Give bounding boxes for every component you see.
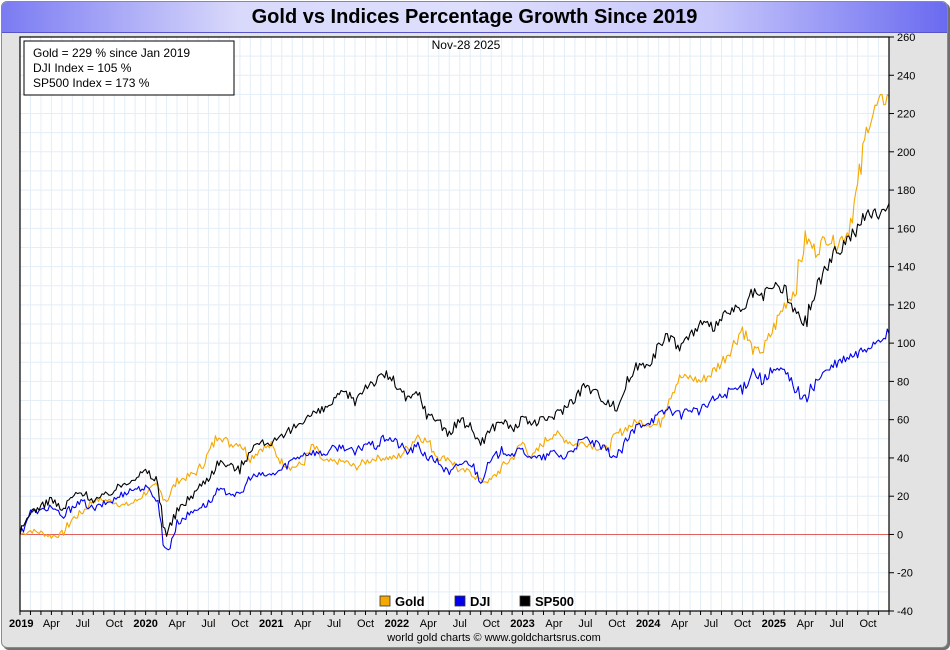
y-tick-label: 20	[897, 491, 909, 503]
y-tick-label: 0	[897, 529, 903, 541]
legend-swatch-sp500	[519, 595, 531, 607]
x-month-label: Oct	[734, 618, 751, 630]
legend-label-sp500: SP500	[535, 594, 574, 609]
info-line-dji: DJI Index = 105 %	[33, 61, 132, 75]
y-tick-label: 200	[897, 147, 915, 159]
legend-swatch-dji	[454, 595, 466, 607]
x-year-label: 2021	[259, 618, 283, 630]
info-box-border	[23, 40, 235, 96]
info-line-sp500: SP500 Index = 173 %	[33, 76, 150, 90]
x-month-label: Apr	[671, 618, 688, 630]
footer-credit: world gold charts © www.goldchartsrus.co…	[386, 632, 601, 644]
x-month-label: Oct	[608, 618, 625, 630]
x-year-label: 2024	[636, 618, 661, 630]
series-line-gold	[19, 94, 890, 539]
y-tick-label: -20	[897, 568, 913, 580]
x-year-label: 2019	[9, 618, 33, 630]
info-line-gold: Gold = 229 % since Jan 2019	[33, 46, 190, 60]
title-bar: Gold vs Indices Percentage Growth Since …	[2, 2, 947, 33]
y-tick-label: 180	[897, 185, 915, 197]
x-month-label: Apr	[43, 618, 60, 630]
x-month-label: Jul	[327, 618, 341, 630]
x-month-label: Jul	[578, 618, 592, 630]
x-month-label: Apr	[420, 618, 437, 630]
x-month-label: Oct	[357, 618, 374, 630]
series-line-sp500	[19, 203, 890, 537]
x-month-label: Oct	[859, 618, 876, 630]
y-tick-label: 100	[897, 338, 915, 350]
x-month-label: Jul	[76, 618, 90, 630]
series-group	[19, 94, 890, 551]
chart-title: Gold vs Indices Percentage Growth Since …	[251, 6, 698, 28]
y-tick-label: 120	[897, 300, 915, 312]
x-month-label: Oct	[483, 618, 500, 630]
y-tick-label: 220	[897, 109, 915, 121]
y-tick-label: 240	[897, 70, 915, 82]
y-tick-label: 260	[897, 32, 915, 44]
x-month-label: Apr	[545, 618, 562, 630]
x-month-label: Apr	[168, 618, 185, 630]
x-month-label: Oct	[231, 618, 248, 630]
y-tick-label: 160	[897, 223, 915, 235]
x-month-label: Oct	[106, 618, 123, 630]
date-label: Nov-28 2025	[432, 38, 501, 52]
x-month-label: Apr	[294, 618, 311, 630]
legend-swatch-gold	[379, 595, 391, 607]
info-box: Gold = 229 % since Jan 2019 DJI Index = …	[23, 40, 235, 96]
x-month-label: Jul	[830, 618, 844, 630]
x-year-label: 2023	[510, 618, 534, 630]
series-line-dji	[19, 328, 890, 551]
x-month-label: Jul	[704, 618, 718, 630]
plot-border	[19, 36, 890, 612]
x-month-label: Apr	[797, 618, 814, 630]
legend-label-gold: Gold	[395, 594, 425, 609]
x-year-label: 2020	[133, 618, 157, 630]
y-axis: 260240220200180160140120100806040200-20-…	[889, 32, 915, 618]
y-tick-label: -40	[897, 606, 913, 618]
y-tick-label: 60	[897, 415, 909, 427]
x-axis: 2019 Apr Jul Oct 2020 Apr Jul Oct 2021 Apr Jul Oct 2…	[9, 611, 890, 630]
grid	[20, 37, 889, 611]
x-month-label: Jul	[453, 618, 467, 630]
x-month-label: Jul	[201, 618, 215, 630]
legend: Gold DJI SP500	[379, 594, 574, 609]
y-tick-label: 40	[897, 453, 909, 465]
y-tick-label: 140	[897, 262, 915, 274]
x-year-label: 2022	[385, 618, 409, 630]
y-tick-label: 80	[897, 376, 909, 388]
legend-label-dji: DJI	[470, 594, 490, 609]
x-year-label: 2025	[762, 618, 786, 630]
